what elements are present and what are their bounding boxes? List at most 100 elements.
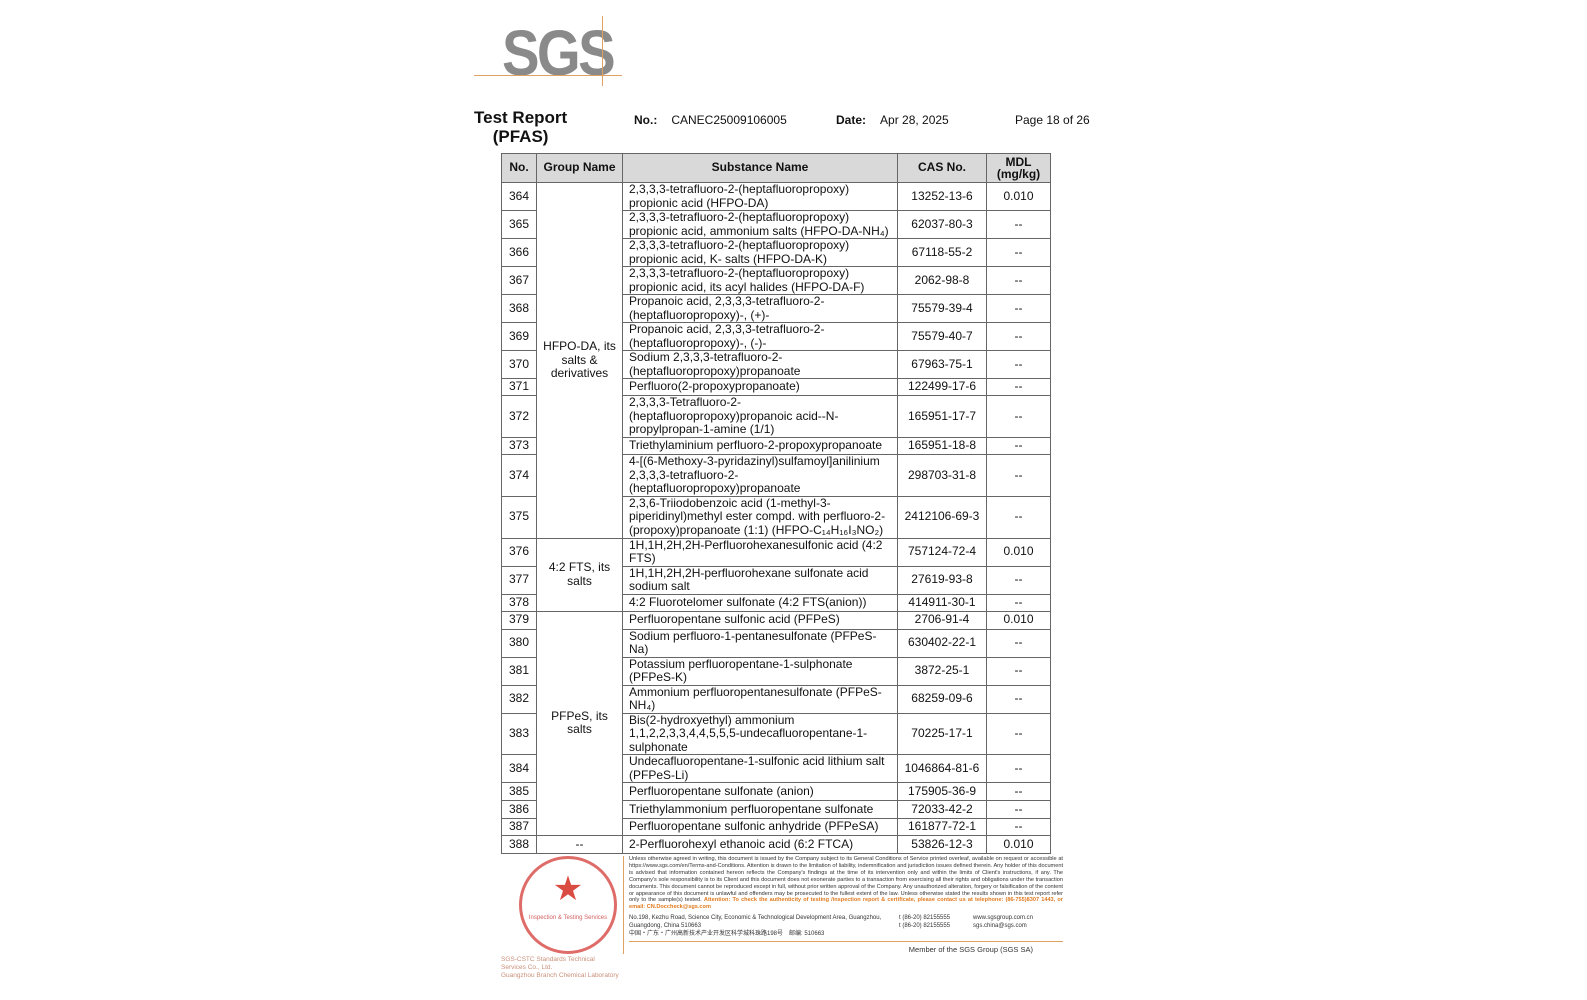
address-en: No.198, Kezhu Road, Science City, Econom… — [629, 915, 882, 930]
legal-disclaimer: Unless otherwise agreed in writing, this… — [629, 856, 1063, 911]
date-value: Apr 28, 2025 — [880, 113, 949, 127]
table-row: 387 Perfluoropentane sulfonic anhydride (… — [501, 818, 1051, 836]
mdl-value: -- — [986, 818, 1051, 836]
substance-name: 2,3,3,3-tetrafluoro-2-(heptafluoropropox… — [622, 266, 898, 295]
row-number: 386 — [501, 800, 537, 819]
cas-number: 53826-12-3 — [897, 835, 987, 854]
substance-name: Propanoic acid, 2,3,3,3-tetrafluoro-2-(h… — [622, 294, 898, 323]
table-row: 375 2,3,6-Triiodobenzoic acid (1-methyl-3… — [501, 495, 1051, 539]
table-row: 381 Potassium perfluoropentane-1-sulphona… — [501, 656, 1051, 686]
row-number: 367 — [501, 266, 537, 295]
table-row: 380 Sodium perfluoro-1-pentanesulfonate (… — [501, 628, 1051, 658]
table-row: 373 Triethylaminium perfluoro-2-propoxypr… — [501, 437, 1051, 455]
mdl-value: -- — [986, 350, 1051, 379]
page-number: Page 18 of 26 — [1015, 113, 1090, 127]
title-line: Test Report — [474, 108, 568, 127]
cas-number: 2412106-69-3 — [897, 495, 987, 539]
table-row: 379 PFPeS, its salts Perfluoropentane sulf… — [501, 610, 1051, 836]
cas-number: 13252-13-6 — [897, 182, 987, 211]
substance-name: 2,3,3,3-tetrafluoro-2-(heptafluoropropox… — [622, 210, 898, 239]
substance-name: Propanoic acid, 2,3,3,3-tetrafluoro-2-(h… — [622, 322, 898, 351]
footer-text-column: Unless otherwise agreed in writing, this… — [623, 856, 1063, 955]
row-number: 372 — [501, 395, 537, 438]
mdl-value: -- — [986, 800, 1051, 819]
table-row: 368 Propanoic acid, 2,3,3,3-tetrafluoro-2… — [501, 294, 1051, 323]
cas-number: 2062-98-8 — [897, 266, 987, 295]
cas-number: 2706-91-4 — [897, 610, 987, 630]
row-number: 380 — [501, 628, 537, 658]
row-number: 375 — [501, 495, 537, 539]
member-text: Member of the SGS Group (SGS SA) — [908, 945, 1033, 955]
table-row: 382 Ammonium perfluoropentanesulfonate (P… — [501, 684, 1051, 714]
tel: t (86-20) 82155555 — [899, 923, 951, 930]
substance-name: 2-Perfluorohexyl ethanoic acid (6:2 FTCA… — [622, 835, 898, 854]
page-content: No. Group Name Substance Name CAS No. MD… — [501, 153, 1071, 980]
cas-number: 165951-18-8 — [897, 437, 987, 455]
contact: www.sgsgroup.com.cn sgs.china@sgs.com — [973, 914, 1057, 938]
substance-name: Undecafluoropentane-1-sulfonic acid lith… — [622, 754, 898, 783]
col-mdl: MDL (mg/kg) — [986, 153, 1051, 183]
substance-name: Ammonium perfluoropentanesulfonate (PFPe… — [622, 684, 898, 714]
group-name: PFPeS, its salts — [536, 610, 623, 836]
logo-rule — [602, 16, 603, 86]
substance-name: Bis(2-hydroxyethyl) ammonium 1,1,2,2,3,3… — [622, 712, 898, 755]
group-name: -- — [536, 835, 623, 854]
table-row: 364 HFPO-DA, its salts & derivatives 2,3,3… — [501, 182, 1051, 539]
disclaimer-text: Unless otherwise agreed in writing, this… — [629, 856, 1063, 904]
mdl-value: -- — [986, 437, 1051, 455]
lab-line: Guangzhou Branch Chemical Laboratory — [501, 972, 619, 979]
table-header-row: No. Group Name Substance Name CAS No. MD… — [501, 153, 1051, 183]
row-number: 384 — [501, 754, 537, 783]
attention-text: Attention: To check the authenticity of … — [629, 897, 1063, 911]
substance-name: 1H,1H,2H,2H-perfluorohexane sulfonate ac… — [622, 565, 898, 595]
table-row: 371 Perfluoro(2-propoxypropanoate) 122499-… — [501, 378, 1051, 396]
cas-number: 1046864-81-6 — [897, 754, 987, 783]
row-number: 378 — [501, 593, 537, 612]
cas-number: 298703-31-8 — [897, 454, 987, 497]
table-row: 365 2,3,3,3-tetrafluoro-2-(heptafluoropro… — [501, 210, 1051, 239]
table-row: 370 Sodium 2,3,3,3-tetrafluoro-2-(heptafl… — [501, 350, 1051, 379]
cas-number: 3872-25-1 — [897, 656, 987, 686]
row-number: 365 — [501, 210, 537, 239]
title-subline: (PFAS) — [492, 127, 549, 146]
substance-name: Triethylammonium perfluoropentane sulfon… — [622, 800, 898, 819]
report-date: Date: Apr 28, 2025 — [836, 113, 949, 127]
logo-text: SGS — [502, 17, 616, 89]
table-row: 372 2,3,3,3-Tetrafluoro-2-(heptafluoropro… — [501, 395, 1051, 438]
cas-number: 161877-72-1 — [897, 818, 987, 836]
substance-name: Perfluoropentane sulfonic anhydride (PFP… — [622, 818, 898, 836]
cas-number: 68259-09-6 — [897, 684, 987, 714]
cas-number: 75579-39-4 — [897, 294, 987, 323]
col-no: No. — [501, 153, 537, 183]
email-link[interactable]: sgs.china@sgs.com — [973, 923, 1027, 930]
cas-number: 630402-22-1 — [897, 628, 987, 658]
mdl-value: -- — [986, 454, 1051, 497]
seal-text: Inspection & Testing Services — [528, 915, 608, 921]
mdl-value: -- — [986, 656, 1051, 686]
mdl-value: -- — [986, 378, 1051, 396]
cas-number: 757124-72-4 — [897, 537, 987, 567]
row-number: 376 — [501, 537, 537, 567]
col-substance: Substance Name — [622, 153, 898, 183]
website-link[interactable]: www.sgsgroup.com.cn — [973, 915, 1034, 922]
mdl-value: -- — [986, 495, 1051, 539]
group-name: HFPO-DA, its salts & derivatives — [536, 182, 623, 539]
substance-name: Sodium perfluoro-1-pentanesulfonate (PFP… — [622, 628, 898, 658]
divider — [629, 941, 1063, 943]
col-group: Group Name — [536, 153, 623, 183]
mdl-value: 0.010 — [986, 835, 1051, 854]
row-number: 379 — [501, 610, 537, 630]
tel: t (86-20) 82155555 — [899, 915, 951, 922]
mdl-value: -- — [986, 322, 1051, 351]
mdl-value: -- — [986, 210, 1051, 239]
table-row: 385 Perfluoropentane sulfonate (anion) 175… — [501, 782, 1051, 801]
substance-name: 2,3,3,3-tetrafluoro-2-(heptafluoropropox… — [622, 238, 898, 267]
group-name: 4:2 FTS, its salts — [536, 537, 623, 612]
row-number: 383 — [501, 712, 537, 755]
footer: ★ Inspection & Testing Services SGS-CSTC… — [501, 856, 1071, 980]
mdl-value: -- — [986, 395, 1051, 438]
row-number: 385 — [501, 782, 537, 801]
row-number: 364 — [501, 182, 537, 211]
contact-row: No.198, Kezhu Road, Science City, Econom… — [629, 914, 1063, 938]
mdl-value: 0.010 — [986, 537, 1051, 567]
